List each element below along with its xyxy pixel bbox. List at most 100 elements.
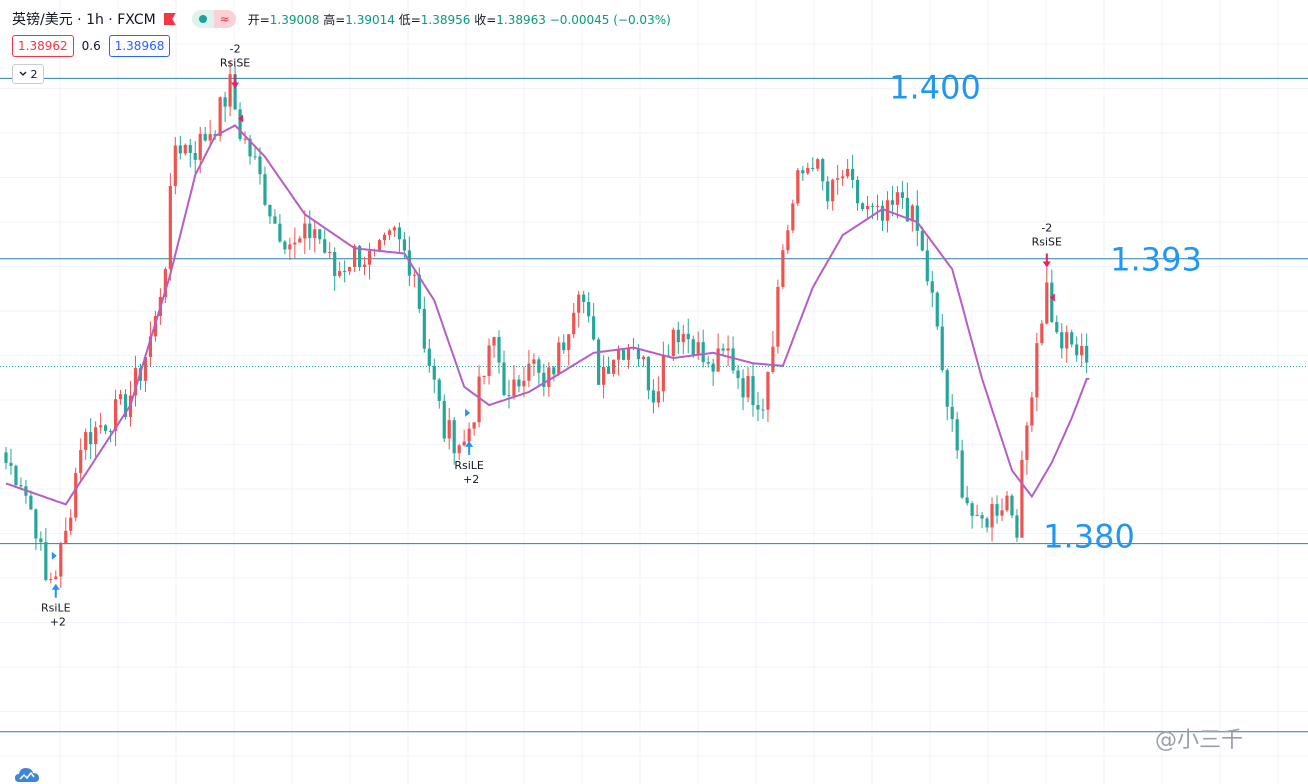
candle-body <box>283 241 287 250</box>
candle-body <box>1030 397 1034 426</box>
candle-body <box>238 109 242 139</box>
candle-body <box>14 465 18 486</box>
candle-body <box>422 308 426 349</box>
candle-body <box>846 168 850 177</box>
candle-body <box>1000 510 1004 516</box>
candle-body <box>542 372 546 387</box>
candle-body <box>303 223 307 239</box>
candle-body <box>646 356 651 391</box>
signal-label: RsiLE <box>41 602 71 615</box>
flag-icon[interactable] <box>164 13 176 25</box>
candle-body <box>811 167 815 169</box>
dot-icon <box>198 15 207 23</box>
candle-body <box>54 576 58 580</box>
close-value: 1.38963 <box>496 12 546 27</box>
candle-body <box>791 203 795 231</box>
candle-body <box>557 342 561 375</box>
candle-body <box>756 405 760 410</box>
candle-body <box>497 336 501 363</box>
candle-body <box>751 376 755 406</box>
candle-body <box>328 252 332 254</box>
candle-body <box>806 167 810 174</box>
high-label: 高= <box>323 12 346 27</box>
candle-body <box>656 391 660 403</box>
candle-body <box>1035 343 1039 398</box>
candle-body <box>49 579 53 581</box>
arrow-up-icon <box>51 583 60 598</box>
candle-body <box>447 420 451 439</box>
candle-body <box>851 168 855 180</box>
candle-body <box>123 394 128 417</box>
low-label: 低= <box>398 12 421 27</box>
candle-body <box>1060 332 1064 349</box>
candle-body <box>104 425 108 431</box>
candle-body <box>208 134 212 141</box>
candle-body <box>960 450 964 498</box>
cloud-icon[interactable] <box>14 764 40 784</box>
candle-body <box>517 379 521 387</box>
candle-body <box>99 425 103 428</box>
candle-body <box>831 179 835 202</box>
signal-qty: -2 <box>1041 221 1052 234</box>
candle-body <box>477 376 481 423</box>
level-label: 1.393 <box>1110 241 1202 279</box>
arrow-down-icon <box>1042 253 1051 268</box>
candle-body <box>965 497 969 504</box>
candle-body <box>940 326 944 371</box>
candle-body <box>173 145 177 186</box>
candle-body <box>950 406 954 420</box>
buy-button[interactable]: 1.38968 <box>108 35 171 57</box>
candle-body <box>348 266 352 272</box>
candle-body <box>253 156 257 158</box>
candle-body <box>1040 323 1044 344</box>
low-value: 1.38956 <box>420 12 471 27</box>
candle-body <box>900 192 904 198</box>
candle-body <box>915 205 919 231</box>
candle-body <box>686 333 690 340</box>
candle-body <box>537 359 541 373</box>
candle-body <box>402 239 406 251</box>
signal-label: RsiSE <box>220 56 250 69</box>
candle-body <box>338 271 342 276</box>
candle-body <box>895 192 900 205</box>
marker-triangle-icon <box>51 551 57 560</box>
candle-body <box>84 432 88 450</box>
candle-body <box>776 286 780 347</box>
candle-body <box>731 348 735 371</box>
candle-body <box>606 366 611 374</box>
candle-body <box>816 159 820 169</box>
candle-body <box>387 230 392 235</box>
candle-body <box>761 409 765 411</box>
candle-body <box>920 230 924 251</box>
market-status-toggle[interactable] <box>191 10 214 28</box>
candle-body <box>223 97 227 107</box>
candle-body <box>427 348 431 366</box>
symbol-title[interactable]: 英镑/美元 · 1h · FXCM <box>12 12 156 28</box>
compare-toggle[interactable]: ≈ <box>213 10 236 28</box>
candle-body <box>836 178 840 180</box>
candle-body <box>870 205 875 207</box>
candle-body <box>970 503 974 516</box>
indicator-collapse-button[interactable]: 2 <box>12 64 44 84</box>
approx-icon: ≈ <box>219 12 230 26</box>
candle-body <box>44 542 48 580</box>
candle-body <box>133 368 138 396</box>
watermark: @小三千 <box>1155 728 1244 753</box>
signal-label: RsiLE <box>454 459 484 472</box>
candle-body <box>736 370 740 379</box>
candle-body <box>193 152 197 160</box>
candle-body <box>392 227 397 231</box>
sell-button[interactable]: 1.38962 <box>12 35 74 57</box>
candle-body <box>821 159 825 182</box>
candle-body <box>945 370 949 407</box>
candle-body <box>995 504 999 516</box>
spread-value: 0.6 <box>81 39 101 53</box>
candle-body <box>74 473 78 518</box>
chart-toggles: ≈ <box>191 10 236 28</box>
candle-body <box>626 347 631 360</box>
candle-body <box>522 380 526 387</box>
candle-body <box>417 274 421 309</box>
candle-body <box>1080 345 1084 356</box>
